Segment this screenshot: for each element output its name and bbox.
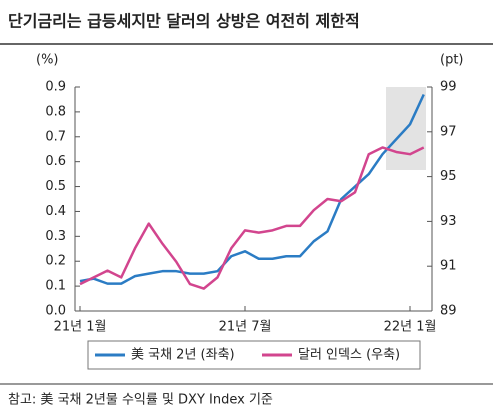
source-note: 참고: 美 국채 2년물 수익률 및 DXY Index 기준 [8,393,273,408]
y-axis-label: (%) [36,53,59,68]
series-line [79,146,425,290]
y2-tick-label: 99 [440,80,457,95]
y-tick-label: 0.6 [45,154,66,169]
y2-tick-label: 89 [440,304,457,319]
legend-label: 달러 인덱스 (우축) [298,348,400,363]
x-tick-label: 21년 1월 [54,320,107,335]
chart-title: 단기금리는 급등세지만 달러의 상방은 여전히 제한적 [8,12,360,31]
y-tick-label: 0.9 [45,80,66,95]
y-tick-label: 0.5 [45,179,66,194]
series-line [79,93,425,285]
legend-label: 美 국채 2년 (좌축) [131,348,235,363]
y2-tick-label: 91 [440,259,457,274]
y2-axis-label: (pt) [440,53,464,68]
y-tick-label: 0.8 [45,104,66,119]
legend [87,340,421,370]
y-tick-label: 0.7 [45,129,66,144]
y-tick-label: 0.2 [45,254,66,269]
x-tick-label: 21년 7월 [219,320,272,335]
y-tick-label: 0.4 [45,204,66,219]
y2-tick-label: 93 [440,214,457,229]
y-tick-label: 0.3 [45,229,66,244]
y2-tick-label: 97 [440,124,457,139]
y2-tick-label: 95 [440,169,457,184]
y-tick-label: 0.0 [45,304,66,319]
y-tick-label: 0.1 [45,279,66,294]
x-tick-label: 22년 1월 [384,320,437,335]
